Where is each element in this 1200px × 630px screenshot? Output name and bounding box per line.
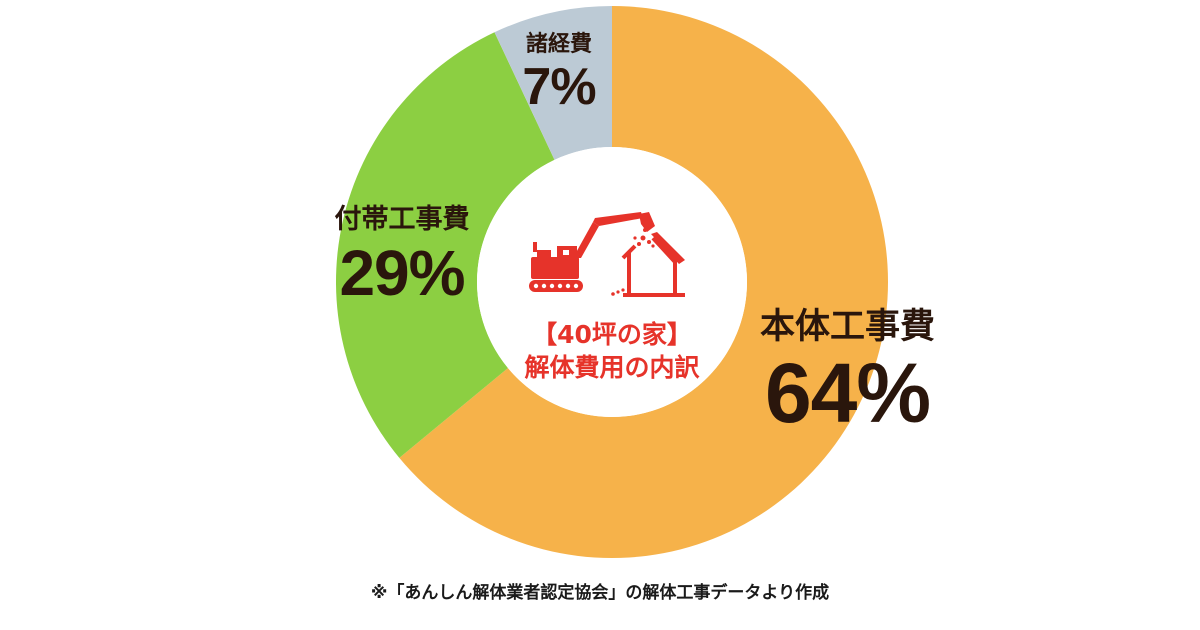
center-title-line1: 【40坪の家】: [532, 320, 692, 349]
label-percent: 29%: [339, 237, 465, 309]
donut-hole: [477, 147, 747, 417]
label-percent: 64%: [764, 346, 931, 440]
label-name: 本体工事費: [759, 307, 935, 347]
source-footnote: ※「あんしん解体業者認定協会」の解体工事データより作成: [370, 583, 830, 603]
segment-ancillary-construction: [336, 32, 555, 458]
label-ancillary-construction: 付帯工事費 29%: [322, 197, 482, 306]
label-percent: 7%: [522, 58, 596, 116]
label-name: 諸経費: [525, 32, 592, 57]
label-misc-expenses: 諸経費 7%: [500, 26, 618, 114]
excavator-demolishing-house-icon: [529, 212, 685, 297]
segment-misc-expenses: [494, 6, 612, 160]
label-main-construction: 本体工事費 64%: [755, 298, 940, 435]
center-title-line2: 解体費用の内訳: [524, 353, 700, 382]
label-name: 付帯工事費: [334, 204, 470, 235]
segment-main-construction: [399, 6, 889, 558]
